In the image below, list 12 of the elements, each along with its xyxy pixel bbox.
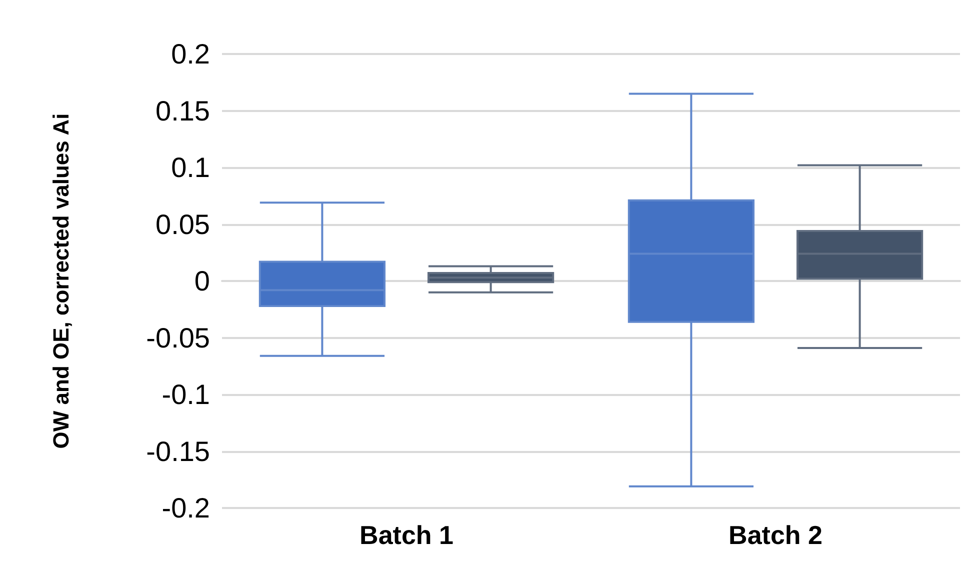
y-tick-label: 0.05	[156, 208, 210, 240]
x-tick-label: Batch 1	[360, 520, 454, 550]
y-tick-label: -0.05	[146, 322, 210, 354]
y-axis-title: OW and OE, corrected values Ai	[48, 113, 74, 449]
y-tick-label: -0.2	[162, 492, 210, 524]
x-tick-label: Batch 2	[728, 520, 822, 550]
y-tick-label: 0.1	[171, 152, 210, 183]
y-tick-label: 0.15	[156, 95, 210, 126]
y-tick-label: -0.15	[146, 436, 210, 467]
y-tick-label: 0.2	[171, 38, 210, 70]
y-tick-label: 0	[194, 266, 210, 296]
y-tick-label: -0.1	[162, 379, 210, 410]
